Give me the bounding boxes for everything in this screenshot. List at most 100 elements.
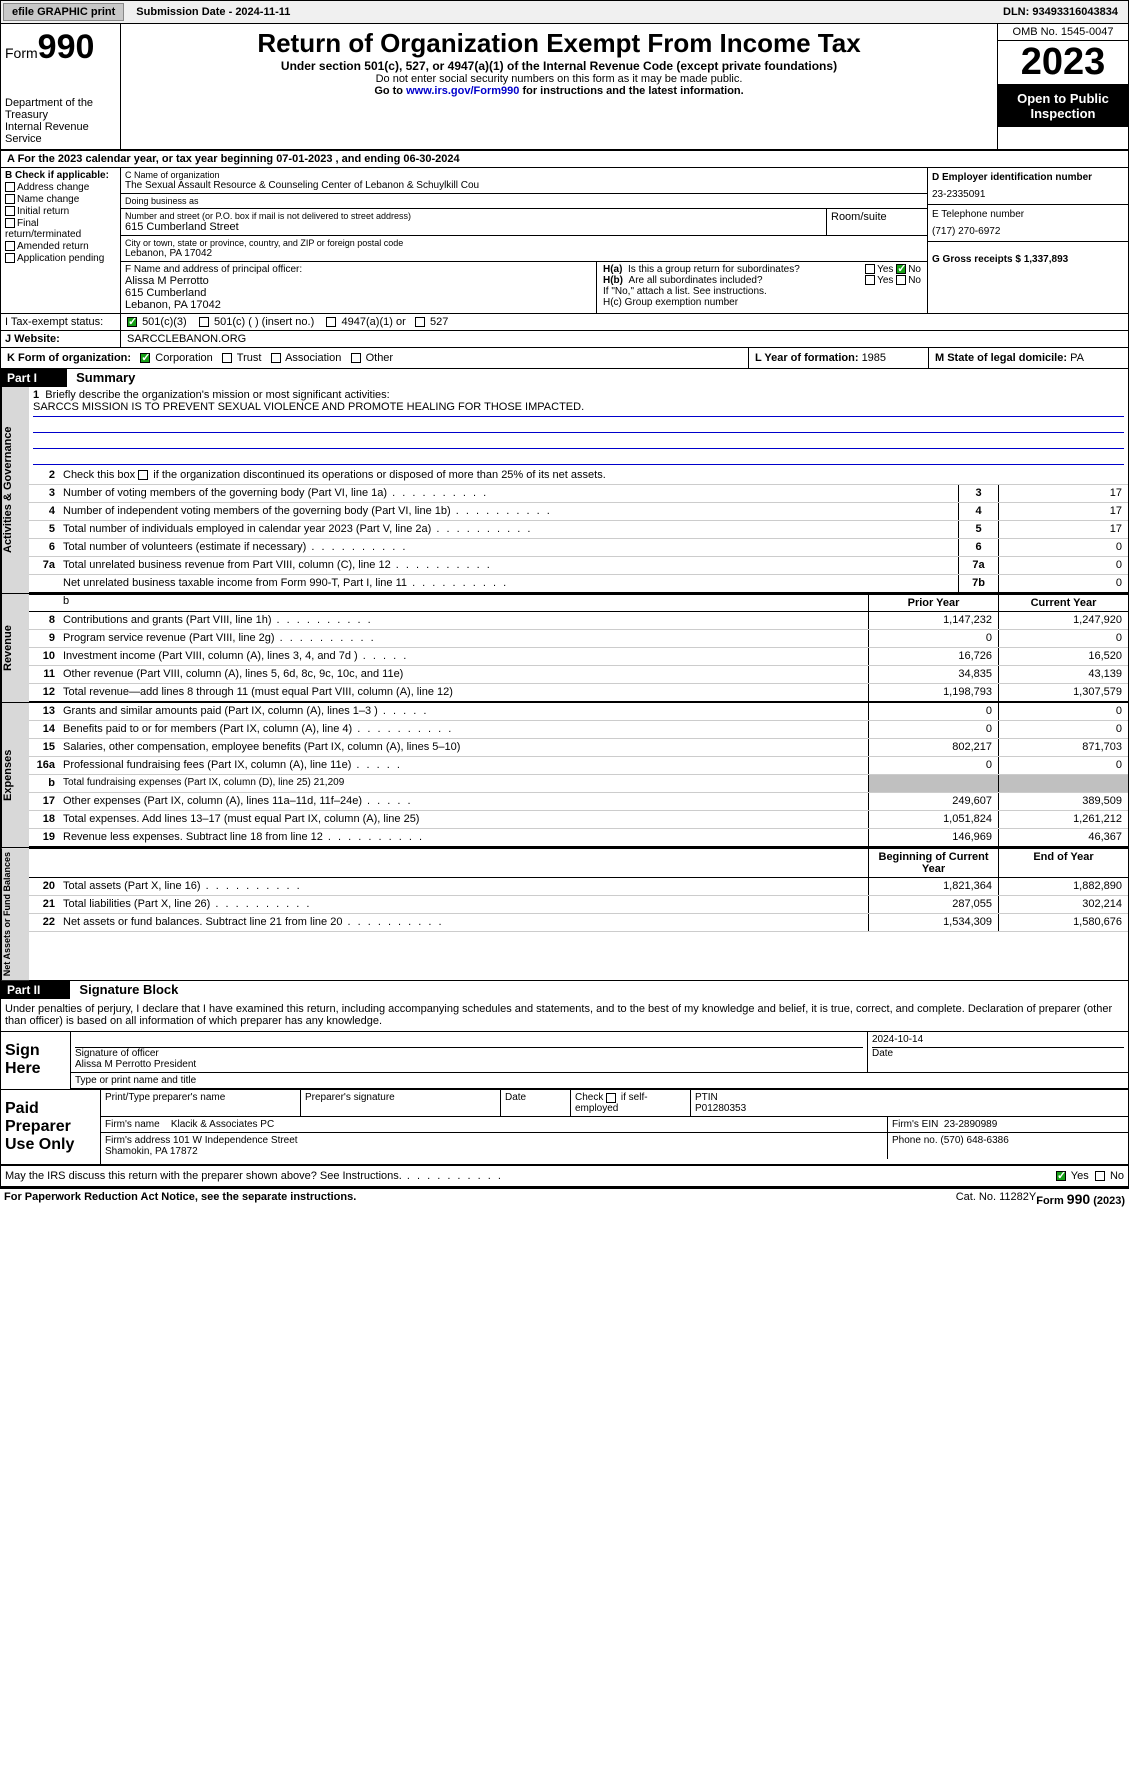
line7a: Total unrelated business revenue from Pa… <box>59 557 958 574</box>
chk-discontinued[interactable] <box>138 470 148 480</box>
line1-label: Briefly describe the organization's miss… <box>45 389 389 401</box>
val7b: 0 <box>998 575 1128 592</box>
chk-self-employed[interactable] <box>606 1093 616 1103</box>
sig-date-value: 2024-10-14 <box>872 1034 1124 1048</box>
type-name-label: Type or print name and title <box>71 1073 200 1088</box>
part1-header: Part I <box>1 369 67 387</box>
chk-trust[interactable] <box>222 353 232 363</box>
p15: 802,217 <box>868 739 998 756</box>
section-b: B Check if applicable: Address change Na… <box>1 168 121 313</box>
chk-final-return[interactable]: Final return/terminated <box>5 218 116 240</box>
val7a: 0 <box>998 557 1128 574</box>
c14: 0 <box>998 721 1128 738</box>
line9: Program service revenue (Part VIII, line… <box>59 630 868 647</box>
form-number: Form990 <box>5 28 116 67</box>
phone: (717) 270-6972 <box>932 220 1124 237</box>
val3: 17 <box>998 485 1128 502</box>
revenue-block: Revenue bPrior YearCurrent Year 8Contrib… <box>0 594 1129 703</box>
footer: For Paperwork Reduction Act Notice, see … <box>0 1189 1129 1209</box>
hb-label: H(b) Are all subordinates included? Yes … <box>603 275 921 286</box>
paperwork-notice: For Paperwork Reduction Act Notice, see … <box>4 1191 956 1207</box>
chk-corp[interactable] <box>140 353 150 363</box>
gross-receipts: G Gross receipts $ 1,337,893 <box>932 254 1124 265</box>
officer-label: F Name and address of principal officer: <box>125 264 592 275</box>
sig-officer-name: Alissa M Perrotto President <box>75 1059 863 1070</box>
chk-name-change[interactable]: Name change <box>5 194 116 205</box>
part1-title: Summary <box>70 370 135 385</box>
ha-no[interactable] <box>896 264 906 274</box>
city: Lebanon, PA 17042 <box>125 248 923 259</box>
chk-amended[interactable]: Amended return <box>5 241 116 252</box>
vert-expenses: Expenses <box>1 703 29 847</box>
sig-officer-label: Signature of officer <box>75 1048 863 1059</box>
discuss-row: May the IRS discuss this return with the… <box>1 1166 1128 1188</box>
paid-preparer-label: Paid Preparer Use Only <box>1 1090 101 1164</box>
line17: Other expenses (Part IX, column (A), lin… <box>59 793 868 810</box>
tax-status-row: I Tax-exempt status: 501(c)(3) 501(c) ( … <box>0 314 1129 331</box>
vert-revenue: Revenue <box>1 594 29 702</box>
chk-app-pending[interactable]: Application pending <box>5 253 116 264</box>
discuss-no[interactable] <box>1095 1171 1105 1181</box>
form-990-footer: Form 990 (2023) <box>1036 1191 1125 1207</box>
p20: 1,821,364 <box>868 878 998 895</box>
chk-501c[interactable] <box>199 317 209 327</box>
line15: Salaries, other compensation, employee b… <box>59 739 868 756</box>
discuss-yes[interactable] <box>1056 1171 1066 1181</box>
chk-initial-return[interactable]: Initial return <box>5 206 116 217</box>
signature-block: Under penalties of perjury, I declare th… <box>0 999 1129 1189</box>
firm-name: Klacik & Associates PC <box>171 1119 274 1130</box>
c17: 389,509 <box>998 793 1128 810</box>
ha-yes[interactable] <box>865 264 875 274</box>
p11: 34,835 <box>868 666 998 683</box>
website-value: SARCCLEBANON.ORG <box>121 331 1128 347</box>
hc-label: H(c) Group exemption number <box>603 297 921 308</box>
line19: Revenue less expenses. Subtract line 18 … <box>59 829 868 846</box>
room-suite-label: Room/suite <box>827 209 927 235</box>
p13: 0 <box>868 703 998 720</box>
sig-date-label: Date <box>872 1048 1124 1059</box>
val4: 17 <box>998 503 1128 520</box>
top-bar: efile GRAPHIC print Submission Date - 20… <box>0 0 1129 24</box>
chk-other[interactable] <box>351 353 361 363</box>
irs-link[interactable]: www.irs.gov/Form990 <box>406 85 519 97</box>
c18: 1,261,212 <box>998 811 1128 828</box>
org-name-label: C Name of organization <box>125 170 923 180</box>
form-subtitle: Under section 501(c), 527, or 4947(a)(1)… <box>125 59 993 73</box>
entity-block: B Check if applicable: Address change Na… <box>0 168 1129 314</box>
website-row: J Website: SARCCLEBANON.ORG <box>0 331 1129 348</box>
eoy-header: End of Year <box>998 849 1128 877</box>
dept-treasury: Department of the Treasury Internal Reve… <box>5 97 116 145</box>
prep-check: Check if self-employed <box>571 1090 691 1116</box>
hb-yes[interactable] <box>865 275 875 285</box>
chk-address-change[interactable]: Address change <box>5 182 116 193</box>
line13: Grants and similar amounts paid (Part IX… <box>59 703 868 720</box>
hb-no[interactable] <box>896 275 906 285</box>
c19: 46,367 <box>998 829 1128 846</box>
form-org-row: K Form of organization: Corporation Trus… <box>0 348 1129 369</box>
cat-no: Cat. No. 11282Y <box>956 1191 1037 1207</box>
chk-527[interactable] <box>415 317 425 327</box>
line5: Total number of individuals employed in … <box>59 521 958 538</box>
street: 615 Cumberland Street <box>125 221 822 233</box>
firm-ein: 23-2890989 <box>944 1119 997 1130</box>
tax-year: 2023 <box>998 41 1128 85</box>
c11: 43,139 <box>998 666 1128 683</box>
line16a: Professional fundraising fees (Part IX, … <box>59 757 868 774</box>
mission-text: SARCCS MISSION IS TO PREVENT SEXUAL VIOL… <box>33 401 1124 417</box>
c22: 1,580,676 <box>998 914 1128 931</box>
line2: Check this box if the organization disco… <box>59 467 1128 484</box>
c20: 1,882,890 <box>998 878 1128 895</box>
part2-title: Signature Block <box>73 982 178 997</box>
perjury-statement: Under penalties of perjury, I declare th… <box>1 999 1128 1032</box>
chk-4947[interactable] <box>326 317 336 327</box>
prep-sig-label: Preparer's signature <box>301 1090 501 1116</box>
val5: 17 <box>998 521 1128 538</box>
efile-print-button[interactable]: efile GRAPHIC print <box>3 3 124 21</box>
chk-501c3[interactable] <box>127 317 137 327</box>
chk-assoc[interactable] <box>271 353 281 363</box>
p10: 16,726 <box>868 648 998 665</box>
dln: DLN: 93493316043834 <box>993 4 1128 20</box>
part2-header: Part II <box>1 981 70 999</box>
ein: 23-2335091 <box>932 183 1124 200</box>
ein-label: D Employer identification number <box>932 172 1124 183</box>
